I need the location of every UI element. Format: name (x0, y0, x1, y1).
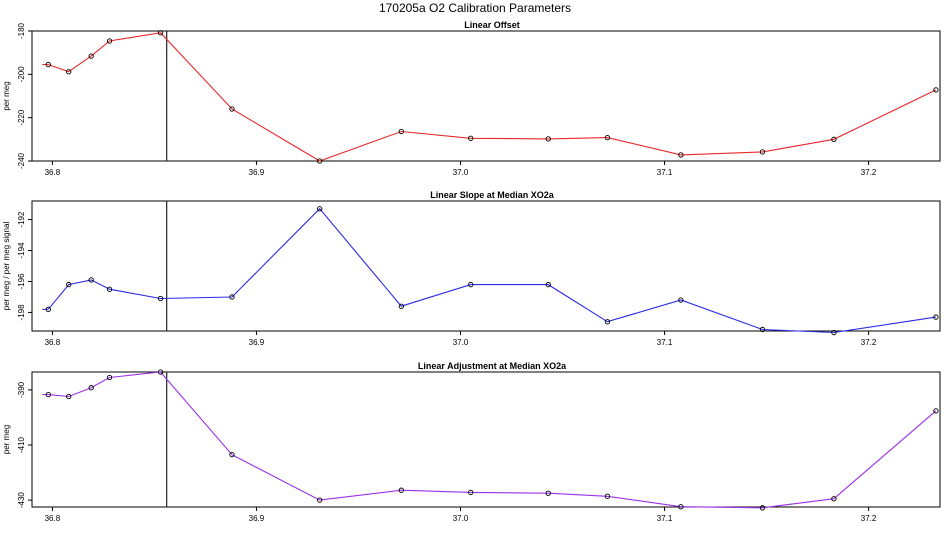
chart-title: Linear Slope at Median XO2a (430, 190, 555, 200)
data-point (88, 385, 94, 391)
data-point (157, 369, 164, 375)
data-point (604, 134, 611, 141)
data-point (317, 206, 323, 212)
y-tick-label: -196 (17, 273, 26, 290)
y-tick-label: -240 (17, 152, 26, 169)
y-tick-label: -200 (17, 66, 26, 83)
y-tick-label: -198 (17, 304, 26, 321)
data-point (678, 297, 684, 303)
plot-frame (31, 200, 941, 332)
y-tick-label: -194 (17, 242, 26, 259)
data-point (831, 329, 837, 336)
y-tick-label: -192 (17, 211, 26, 228)
data-point (545, 490, 551, 496)
data-point (106, 286, 113, 292)
series-line (47, 207, 936, 334)
y-tick-label: -180 (17, 22, 26, 39)
data-point (229, 294, 235, 300)
x-tick-label: 36.9 (249, 168, 265, 177)
data-point (398, 128, 404, 135)
y-axis-label: per meg (2, 425, 11, 454)
x-tick-label: 36.8 (45, 168, 61, 177)
data-point (45, 61, 51, 68)
y-tick-label: -430 (17, 492, 26, 509)
x-tick-label: 37.1 (657, 338, 673, 347)
chart-title: Linear Adjustment at Median XO2a (418, 361, 567, 371)
data-point (678, 504, 684, 510)
x-tick-label: 37.1 (657, 168, 673, 177)
data-point (66, 69, 72, 75)
x-tick-label: 36.8 (45, 338, 61, 347)
chart-panel-2: Linear Slope at Median XO2a 36.8 36.9 37.0 3… (2, 190, 941, 347)
plot-frame (31, 30, 941, 162)
data-point (545, 136, 551, 142)
y-axis-label: per meg / per meg signal (2, 222, 11, 311)
data-point (678, 152, 684, 158)
data-point (66, 281, 72, 288)
data-point (229, 452, 235, 458)
data-point (933, 314, 939, 320)
y-axis-label: per meg (2, 81, 11, 110)
data-point (88, 277, 94, 283)
series-line (48, 32, 937, 162)
data-point (45, 391, 51, 398)
x-tick-label: 37.2 (861, 168, 877, 177)
page-title: 170205a O2 Calibration Parameters (378, 1, 572, 15)
x-tick-label: 37.0 (453, 338, 469, 347)
data-point (317, 158, 323, 164)
data-point (106, 374, 113, 381)
data-point (545, 281, 551, 288)
data-point (229, 106, 235, 112)
data-point (88, 53, 94, 59)
x-tick-label: 37.1 (657, 514, 673, 523)
data-point (933, 408, 939, 414)
x-tick-label: 36.9 (249, 514, 265, 523)
data-point (468, 489, 474, 496)
data-point (468, 135, 474, 141)
data-point (468, 281, 474, 288)
chart-panel-1: Linear Offset 36.8 36.9 37.0 37.1 37.2 -180 -20… (2, 20, 941, 177)
y-tick-label: -410 (17, 436, 26, 453)
x-tick-label: 37.2 (861, 338, 877, 347)
plot-frame (31, 371, 941, 508)
data-point (831, 496, 837, 502)
data-point (398, 303, 404, 309)
data-point (398, 487, 404, 493)
x-tick-label: 37.0 (453, 168, 469, 177)
data-point (317, 497, 323, 503)
chart-panel-3: Linear Adjustment at Median XO2a 36.8 36.9… (2, 361, 941, 523)
data-point (604, 493, 611, 499)
data-point (66, 393, 72, 400)
x-tick-label: 37.0 (453, 514, 469, 523)
y-tick-label: -390 (17, 381, 26, 398)
data-point (759, 149, 766, 155)
data-point (157, 30, 164, 36)
x-tick-label: 36.9 (249, 338, 265, 347)
data-point (604, 319, 611, 325)
series-line (48, 371, 937, 509)
data-point (157, 295, 164, 302)
data-point (759, 326, 766, 333)
data-point (759, 505, 766, 511)
data-point (831, 136, 837, 142)
y-tick-label: -220 (17, 109, 26, 126)
x-tick-label: 37.2 (861, 514, 877, 523)
x-tick-label: 36.8 (45, 514, 61, 523)
data-point (45, 306, 51, 312)
chart-title: Linear Offset (464, 20, 520, 30)
data-point (106, 38, 113, 44)
data-point (933, 87, 939, 93)
